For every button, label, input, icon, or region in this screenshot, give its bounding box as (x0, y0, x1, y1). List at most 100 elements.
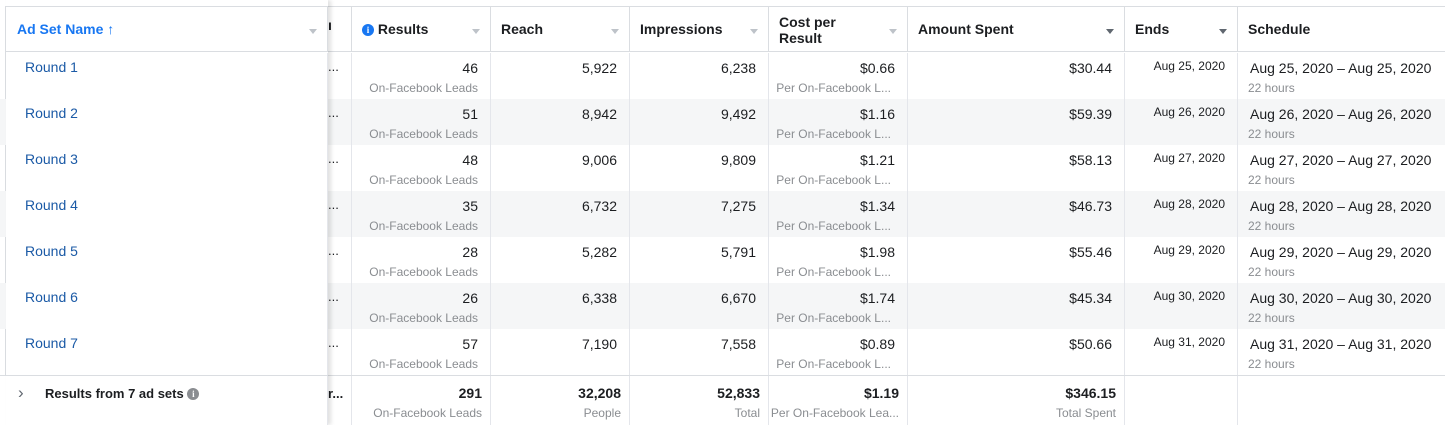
schedule-cell: Aug 30, 2020 – Aug 30, 2020 22 hours (1238, 283, 1445, 329)
summary-label-cell[interactable]: › Results from 7 ad sets i (6, 376, 328, 425)
col-header-amount-spent[interactable]: Amount Spent (908, 6, 1125, 52)
table-row[interactable]: Round 7 ... 57 On-Facebook Leads 7,190 7… (0, 329, 1445, 375)
table-row[interactable]: Round 2 ... 51 On-Facebook Leads 8,942 9… (0, 99, 1445, 145)
col-label-results: i Results (362, 21, 428, 37)
cpr-sub: Per On-Facebook L... (776, 311, 891, 325)
truncated-value: ... (328, 151, 339, 166)
ad-set-name-link[interactable]: Round 6 (25, 289, 78, 305)
info-icon[interactable]: i (362, 24, 374, 36)
truncated-value: ... (328, 197, 339, 212)
col-label-hidden: ı (328, 17, 332, 33)
ad-set-name-link[interactable]: Round 7 (25, 335, 78, 351)
schedule-value: Aug 26, 2020 – Aug 26, 2020 (1250, 106, 1432, 122)
info-icon[interactable]: i (187, 388, 200, 400)
results-cell: 35 On-Facebook Leads (352, 191, 491, 237)
ad-set-name-cell[interactable]: Round 7 (6, 329, 328, 375)
table-row[interactable]: Round 3 ... 48 On-Facebook Leads 9,006 9… (0, 145, 1445, 191)
chevron-down-icon[interactable] (889, 29, 897, 34)
ad-set-name-cell[interactable]: Round 6 (6, 283, 328, 329)
cpr-cell: $0.66 Per On-Facebook L... (769, 53, 908, 99)
cpr-value: $1.74 (859, 290, 895, 306)
ad-set-name-cell[interactable]: Round 1 (6, 53, 328, 99)
chevron-down-icon[interactable] (750, 29, 758, 34)
schedule-value: Aug 29, 2020 – Aug 29, 2020 (1250, 244, 1432, 260)
schedule-duration: 22 hours (1248, 173, 1295, 187)
hidden-cell: ... (328, 329, 352, 375)
summary-spent-cell: $346.15 Total Spent (908, 376, 1125, 425)
ends-cell: Aug 31, 2020 (1125, 329, 1238, 375)
reach-cell: 8,942 (491, 99, 630, 145)
amount-spent-value: $45.34 (1069, 290, 1112, 306)
col-header-ad-set-name[interactable]: Ad Set Name ↑ (6, 6, 328, 52)
ends-value: Aug 31, 2020 (1153, 335, 1225, 349)
amount-spent-cell: $55.46 (908, 237, 1125, 283)
table-row[interactable]: Round 5 ... 28 On-Facebook Leads 5,282 5… (0, 237, 1445, 283)
reach-cell: 5,922 (491, 53, 630, 99)
schedule-cell: Aug 31, 2020 – Aug 31, 2020 22 hours (1238, 329, 1445, 375)
impressions-value: 6,670 (720, 290, 756, 306)
schedule-duration: 22 hours (1248, 311, 1295, 325)
ad-set-name-cell[interactable]: Round 5 (6, 237, 328, 283)
col-header-results[interactable]: i Results (352, 6, 491, 52)
table-row[interactable]: Round 1 ... 46 On-Facebook Leads 5,922 6… (0, 53, 1445, 99)
col-header-hidden[interactable]: ı (328, 6, 352, 52)
col-header-ends[interactable]: Ends (1125, 6, 1238, 52)
col-header-reach[interactable]: Reach (491, 6, 630, 52)
ad-set-name-link[interactable]: Round 4 (25, 197, 78, 213)
amount-spent-cell: $50.66 (908, 329, 1125, 375)
amount-spent-value: $46.73 (1069, 198, 1112, 214)
reach-cell: 6,338 (491, 283, 630, 329)
chevron-right-icon[interactable]: › (18, 383, 24, 402)
summary-cpr: $1.19 (863, 385, 899, 401)
impressions-cell: 7,275 (630, 191, 769, 237)
reach-value: 5,922 (581, 60, 617, 76)
ad-set-name-link[interactable]: Round 2 (25, 105, 78, 121)
ad-set-name-link[interactable]: Round 1 (25, 59, 78, 75)
cpr-cell: $1.21 Per On-Facebook L... (769, 145, 908, 191)
schedule-cell: Aug 28, 2020 – Aug 28, 2020 22 hours (1238, 191, 1445, 237)
reach-value: 6,732 (581, 198, 617, 214)
ad-set-name-link[interactable]: Round 5 (25, 243, 78, 259)
sort-ascending-icon[interactable]: ↑ (107, 21, 115, 37)
table-row[interactable]: Round 4 ... 35 On-Facebook Leads 6,732 7… (0, 191, 1445, 237)
impressions-cell: 6,238 (630, 53, 769, 99)
amount-spent-value: $59.39 (1069, 106, 1112, 122)
impressions-cell: 7,558 (630, 329, 769, 375)
schedule-duration: 22 hours (1248, 219, 1295, 233)
col-header-cost-per-result[interactable]: Cost per Result (769, 6, 908, 52)
results-cell: 46 On-Facebook Leads (352, 53, 491, 99)
schedule-duration: 22 hours (1248, 357, 1295, 371)
summary-spent-sub: Total Spent (1055, 406, 1116, 420)
ends-cell: Aug 26, 2020 (1125, 99, 1238, 145)
results-value: 28 (462, 244, 478, 260)
table-row[interactable]: Round 6 ... 26 On-Facebook Leads 6,338 6… (0, 283, 1445, 329)
ad-set-name-cell[interactable]: Round 3 (6, 145, 328, 191)
amount-spent-value: $55.46 (1069, 244, 1112, 260)
col-header-impressions[interactable]: Impressions (630, 6, 769, 52)
impressions-value: 5,791 (720, 244, 756, 260)
results-value: 46 (462, 60, 478, 76)
chevron-down-icon[interactable] (611, 29, 619, 34)
truncated-value: ... (328, 335, 339, 350)
cpr-value: $1.16 (859, 106, 895, 122)
results-value: 26 (462, 290, 478, 306)
amount-spent-cell: $30.44 (908, 53, 1125, 99)
chevron-down-icon[interactable] (1219, 29, 1227, 34)
impressions-cell: 6,670 (630, 283, 769, 329)
reach-cell: 7,190 (491, 329, 630, 375)
schedule-cell: Aug 29, 2020 – Aug 29, 2020 22 hours (1238, 237, 1445, 283)
chevron-down-icon[interactable] (472, 29, 480, 34)
summary-schedule-cell (1238, 376, 1445, 425)
results-value: 51 (462, 106, 478, 122)
results-value: 57 (462, 336, 478, 352)
ad-set-name-cell[interactable]: Round 2 (6, 99, 328, 145)
schedule-value: Aug 31, 2020 – Aug 31, 2020 (1250, 336, 1432, 352)
summary-row: › Results from 7 ad sets i r... 291 On-F… (0, 375, 1445, 425)
chevron-down-icon[interactable] (309, 29, 317, 34)
cpr-sub: Per On-Facebook L... (776, 219, 891, 233)
ad-set-name-cell[interactable]: Round 4 (6, 191, 328, 237)
col-label-amount-spent: Amount Spent (918, 21, 1014, 37)
ad-set-name-link[interactable]: Round 3 (25, 151, 78, 167)
col-header-schedule[interactable]: Schedule (1238, 6, 1445, 52)
chevron-down-icon[interactable] (1106, 29, 1114, 34)
